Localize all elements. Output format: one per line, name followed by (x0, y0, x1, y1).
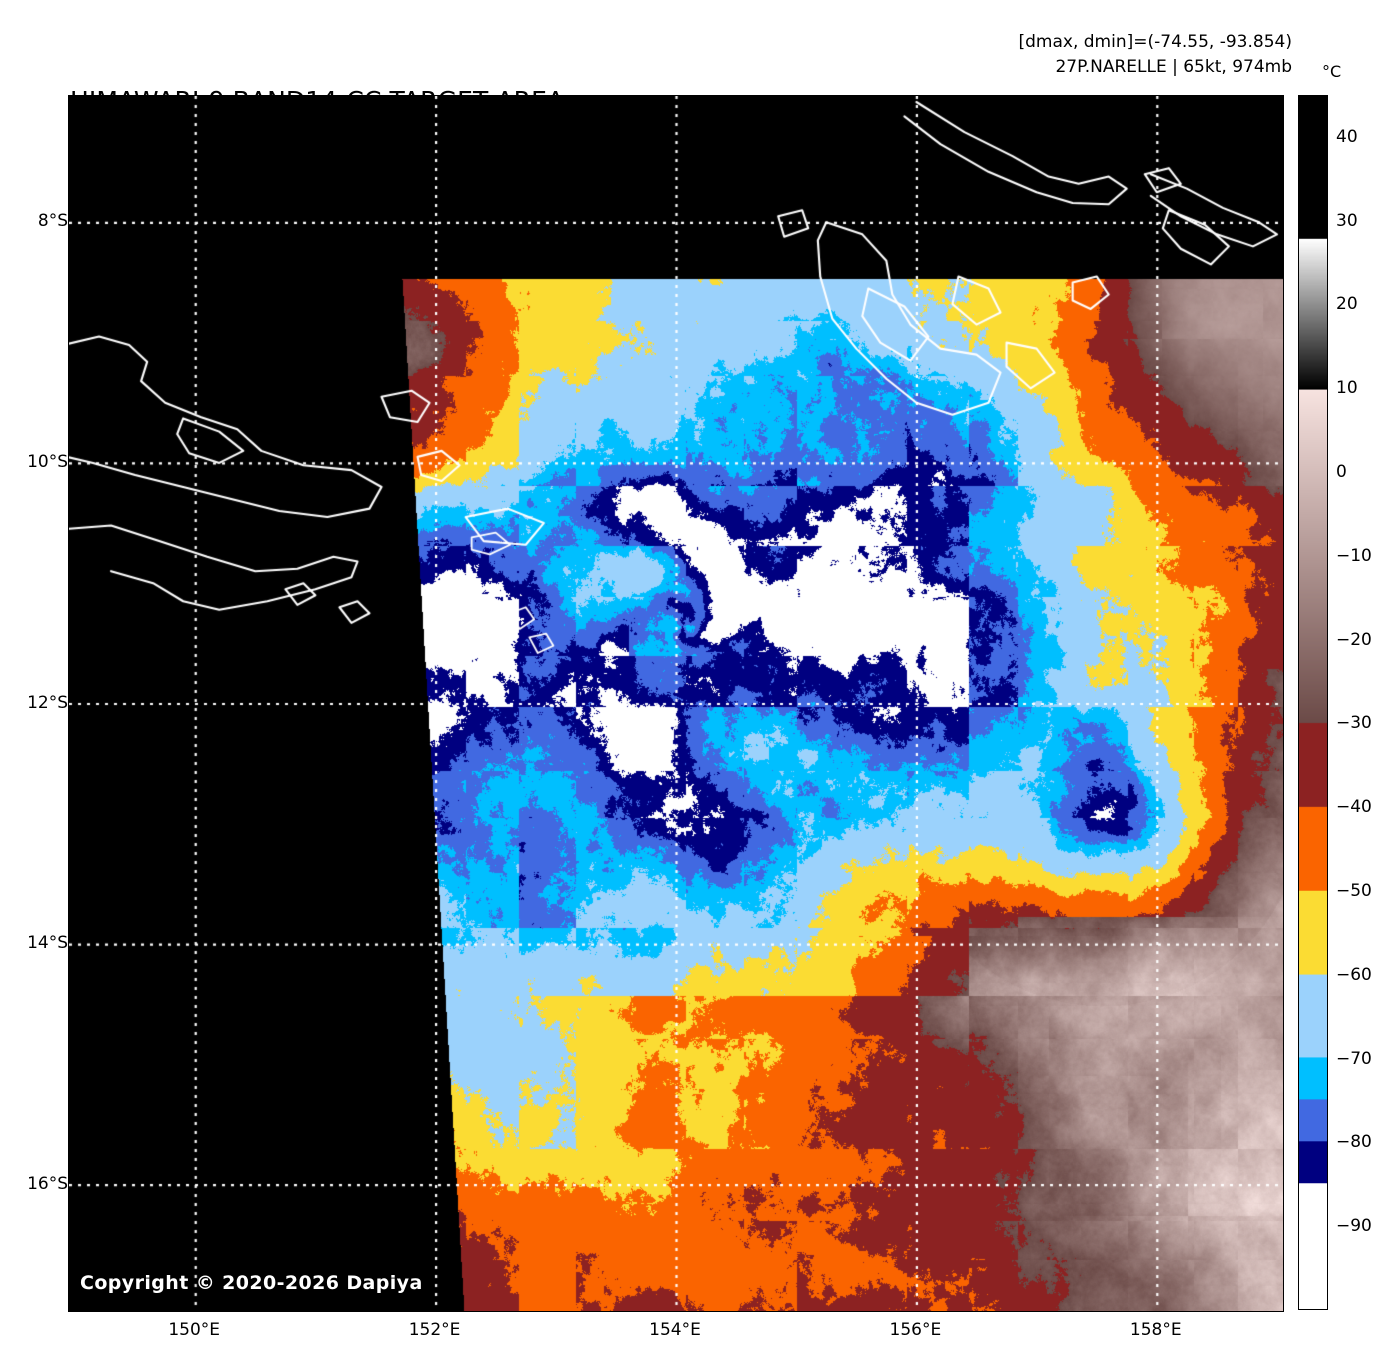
graticule-overlay (69, 96, 1283, 1311)
x-axis-tick-label: 154°E (649, 1320, 701, 1340)
x-axis-tick-label: 156°E (889, 1320, 942, 1340)
x-axis-tick-label: 150°E (168, 1320, 221, 1340)
storm-info-text: 27P.NARELLE | 65kt, 974mb (1055, 57, 1292, 77)
colorbar-tick-label: −10 (1336, 545, 1372, 566)
colorbar-tick-label: −80 (1336, 1132, 1372, 1153)
colorbar-tick-label: −30 (1336, 713, 1372, 734)
colorbar-tick-label: −60 (1336, 964, 1372, 985)
colorbar-tick-label: 10 (1336, 378, 1358, 399)
colorbar (1298, 95, 1328, 1310)
x-axis-tick-label: 152°E (408, 1320, 461, 1340)
colorbar-tick-label: 40 (1336, 126, 1358, 147)
colorbar-tick-label: −40 (1336, 797, 1372, 818)
colorbar-tick-label: −20 (1336, 629, 1372, 650)
copyright-text: Copyright © 2020-2026 Dapiya (80, 1272, 423, 1294)
colorbar-tick-label: 20 (1336, 294, 1358, 315)
header-meta: [dmax, dmin]=(-74.55, -93.854) 27P.NAREL… (1019, 30, 1293, 80)
colorbar-tick-label: −90 (1336, 1216, 1372, 1237)
dminmax-text: [dmax, dmin]=(-74.55, -93.854) (1018, 32, 1293, 52)
y-axis-tick-label: 10°S (27, 451, 68, 472)
y-axis-tick-label: 8°S (37, 211, 68, 232)
colorbar-tick-label: 30 (1336, 210, 1358, 231)
colorbar-unit-label: °C (1322, 62, 1342, 81)
colorbar-gradient (1299, 96, 1327, 1309)
y-axis-tick-label: 16°S (27, 1173, 68, 1194)
y-axis-tick-label: 14°S (27, 933, 68, 954)
colorbar-tick-label: −50 (1336, 881, 1372, 902)
x-axis-tick-label: 158°E (1129, 1320, 1182, 1340)
colorbar-tick-label: 0 (1336, 462, 1347, 483)
colorbar-tick-label: −70 (1336, 1048, 1372, 1069)
satellite-plot-area: Copyright © 2020-2026 Dapiya (68, 95, 1284, 1312)
y-axis-tick-label: 12°S (27, 692, 68, 713)
